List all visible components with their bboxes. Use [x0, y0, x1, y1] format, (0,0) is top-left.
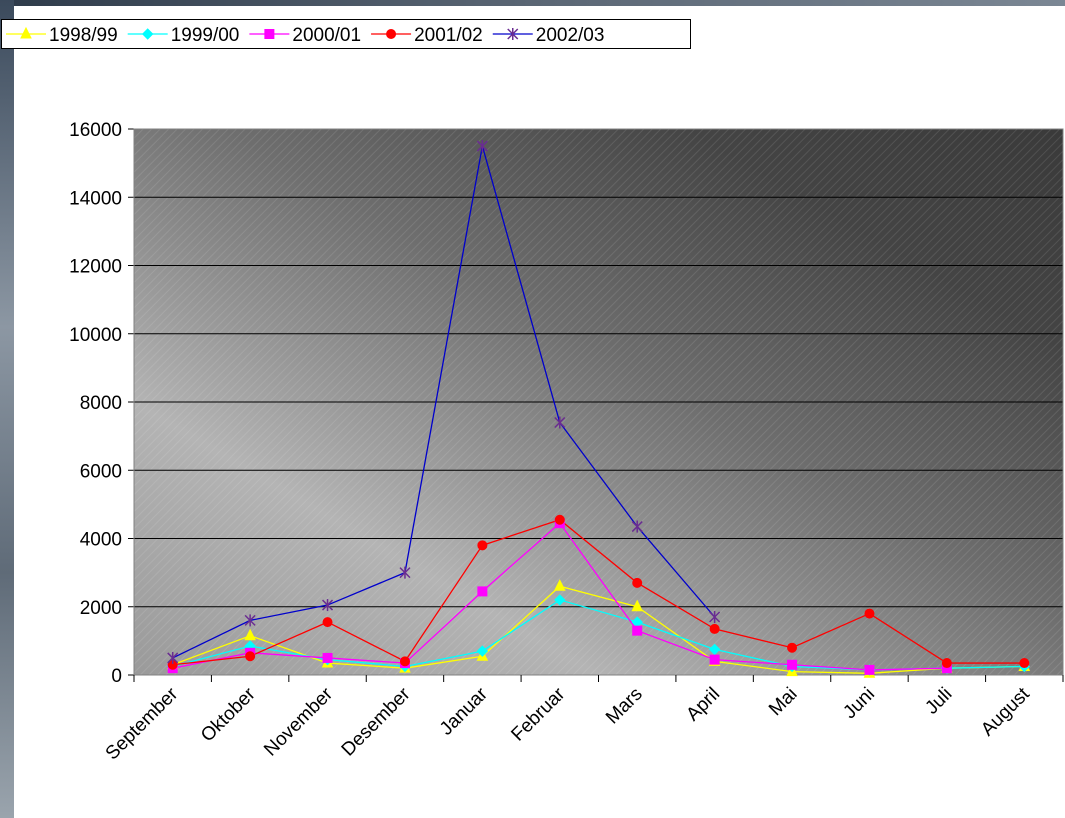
legend-entry: 2002/03 — [492, 25, 605, 46]
data-point-1999-00 — [476, 645, 489, 657]
series-markers — [166, 140, 1031, 678]
x-tick-label: Mars — [602, 684, 647, 729]
data-point-2001-02 — [554, 514, 565, 525]
data-point-2000-01 — [322, 652, 333, 663]
x-tick-label: April — [682, 684, 724, 726]
y-tick-label: 12000 — [69, 257, 122, 278]
data-point-2002-03 — [322, 599, 334, 612]
x-tick-label: Juni — [839, 684, 878, 723]
data-point-2001-02 — [632, 577, 643, 588]
y-tick-label: 10000 — [69, 325, 122, 346]
x-tick-label: September — [102, 683, 183, 764]
legend-label: 1999/00 — [171, 25, 240, 46]
data-point-1998-99 — [553, 579, 566, 591]
legend-swatch-marker — [507, 28, 519, 40]
legend-swatch-marker — [141, 28, 154, 40]
axes — [133, 128, 1064, 682]
data-point-2001-02 — [477, 540, 488, 551]
data-point-2001-02 — [399, 656, 410, 667]
data-point-2000-01 — [787, 659, 798, 670]
data-point-2001-02 — [864, 608, 875, 619]
x-tick-label: Februar — [507, 683, 569, 745]
series-line-2001-02 — [172, 519, 1025, 666]
legend-label: 1998/99 — [49, 25, 118, 46]
x-tick-label: Desember — [338, 683, 415, 760]
x-tick-label: Januar — [436, 683, 492, 739]
data-point-2001-02 — [941, 658, 952, 669]
data-point-2002-03 — [554, 416, 566, 429]
legend-entry: 2001/02 — [371, 25, 483, 46]
y-tick-label: 0 — [111, 666, 122, 687]
data-point-2001-02 — [322, 617, 333, 628]
data-point-2001-02 — [787, 642, 798, 653]
legend-swatch-marker — [386, 29, 397, 39]
y-axis-tick-labels: 0 2000 4000 6000 8000 10000 12000 14000 16000 — [69, 120, 122, 687]
legend-swatch-marker — [264, 29, 275, 39]
legend-entry: 1999/00 — [127, 25, 240, 46]
data-point-2000-01 — [632, 625, 643, 636]
y-tick-label: 2000 — [80, 598, 122, 619]
data-point-1998-99 — [244, 628, 256, 641]
legend-label: 2000/01 — [292, 25, 361, 46]
y-tick-label: 6000 — [80, 461, 122, 482]
x-tick-label: November — [260, 683, 337, 760]
legend-label: 2001/02 — [414, 25, 483, 46]
legend-swatch-marker — [20, 26, 32, 39]
series-line-2002-03 — [172, 145, 716, 659]
data-point-2002-03 — [399, 566, 411, 579]
data-point-2002-03 — [167, 651, 179, 664]
data-point-2001-02 — [709, 623, 720, 634]
backdrop-left-edge — [0, 0, 14, 818]
data-point-2002-03 — [709, 610, 721, 623]
data-point-1998-99 — [631, 599, 644, 612]
x-tick-label: Mai — [765, 684, 802, 721]
data-point-2000-01 — [709, 654, 720, 665]
legend-label: 2002/03 — [536, 25, 605, 46]
data-point-2001-02 — [245, 651, 256, 662]
series-line-1998-99 — [172, 585, 1025, 674]
data-point-2002-03 — [476, 140, 488, 153]
y-tick-label: 14000 — [69, 188, 122, 209]
data-point-2002-03 — [244, 614, 256, 627]
y-tick-label: 16000 — [69, 120, 122, 141]
data-point-2000-01 — [864, 664, 875, 675]
backdrop-top-edge — [0, 0, 1065, 6]
x-tick-label: Juli — [921, 684, 956, 719]
data-point-2001-02 — [1019, 658, 1030, 669]
legend: 1998/99 1999/00 2000/01 2001/02 2002/03 — [1, 19, 691, 49]
x-tick-label: Oktober — [197, 683, 260, 746]
legend-entries: 1998/99 1999/00 2000/01 2001/02 2002/03 — [6, 25, 605, 46]
y-tick-label: 4000 — [80, 530, 122, 551]
x-axis-tick-labels: September Oktober November Desember Januar Fe… — [102, 683, 1035, 764]
data-point-2000-01 — [477, 586, 488, 597]
legend-entry: 1998/99 — [6, 25, 118, 46]
x-tick-label: August — [977, 683, 1034, 740]
data-point-1999-00 — [708, 643, 721, 656]
data-point-2002-03 — [631, 520, 643, 533]
legend-entry: 2000/01 — [249, 25, 361, 46]
y-tick-label: 8000 — [80, 393, 122, 414]
data-point-1999-00 — [554, 594, 566, 606]
